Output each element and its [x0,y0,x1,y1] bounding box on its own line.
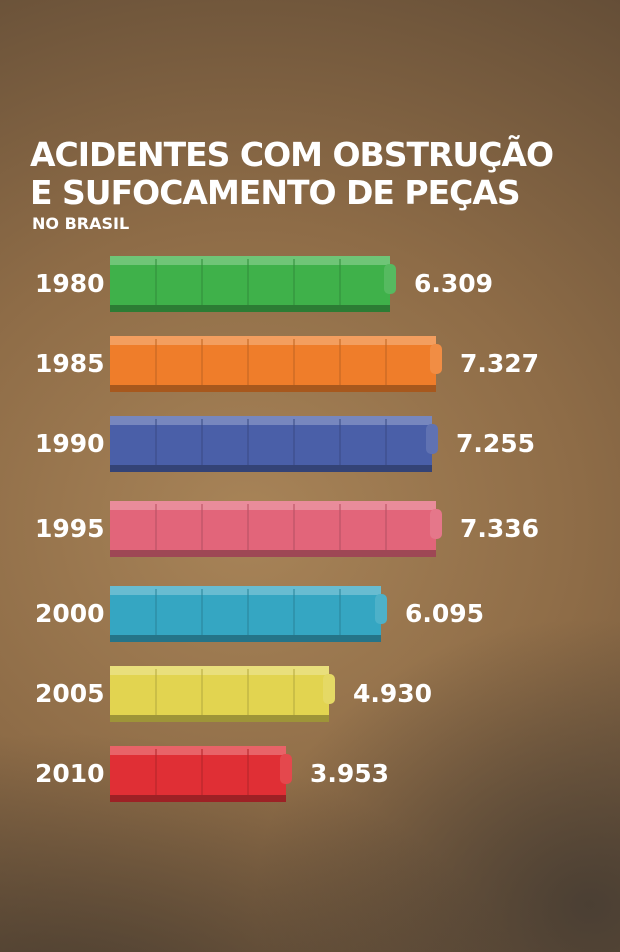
bar-body [110,416,432,472]
bar-bottom-face [110,715,329,722]
category-label-1980: 1980 [35,269,105,298]
bar-bottom-face [110,635,381,642]
bar-end-knob [430,344,442,374]
bar-2010 [110,746,292,802]
bar-top-face [110,416,432,425]
category-label-1985: 1985 [35,349,105,378]
category-label-2010: 2010 [35,759,105,788]
bar-bottom-face [110,465,432,472]
bar-body [110,256,390,312]
bar-bottom-face [110,305,390,312]
bar-end-knob [430,509,442,539]
bar-top-face [110,336,436,345]
value-label-1990: 7.255 [456,429,535,458]
bar-body [110,746,286,802]
bar-bottom-face [110,385,436,392]
bar-bottom-face [110,550,436,557]
value-label-1980: 6.309 [414,269,493,298]
bar-1990 [110,416,438,472]
bar-1980 [110,256,396,312]
bar-end-knob [426,424,438,454]
bar-top-face [110,256,390,265]
bar-end-knob [384,264,396,294]
bar-1995 [110,501,442,557]
category-label-1990: 1990 [35,429,105,458]
bar-2000 [110,586,387,642]
category-label-2005: 2005 [35,679,105,708]
category-label-1995: 1995 [35,514,105,543]
bar-body [110,501,436,557]
chart-title-line1: ACIDENTES COM OBSTRUÇÃO [30,135,554,174]
bar-top-face [110,666,329,675]
bar-end-knob [323,674,335,704]
bar-bottom-face [110,795,286,802]
value-label-2010: 3.953 [310,759,389,788]
category-label-2000: 2000 [35,599,105,628]
value-label-1985: 7.327 [460,349,539,378]
bar-body [110,666,329,722]
bar-2005 [110,666,335,722]
bar-end-knob [280,754,292,784]
value-label-1995: 7.336 [460,514,539,543]
chart-title: ACIDENTES COM OBSTRUÇÃO E SUFOCAMENTO DE… [30,135,554,212]
bar-top-face [110,501,436,510]
value-label-2005: 4.930 [353,679,432,708]
bar-body [110,336,436,392]
bar-end-knob [375,594,387,624]
chart-title-line2: E SUFOCAMENTO DE PEÇAS [30,173,521,212]
bar-1985 [110,336,442,392]
bar-body [110,586,381,642]
bar-top-face [110,746,286,755]
chart-subtitle: NO BRASIL [32,214,130,233]
value-label-2000: 6.095 [405,599,484,628]
bar-top-face [110,586,381,595]
